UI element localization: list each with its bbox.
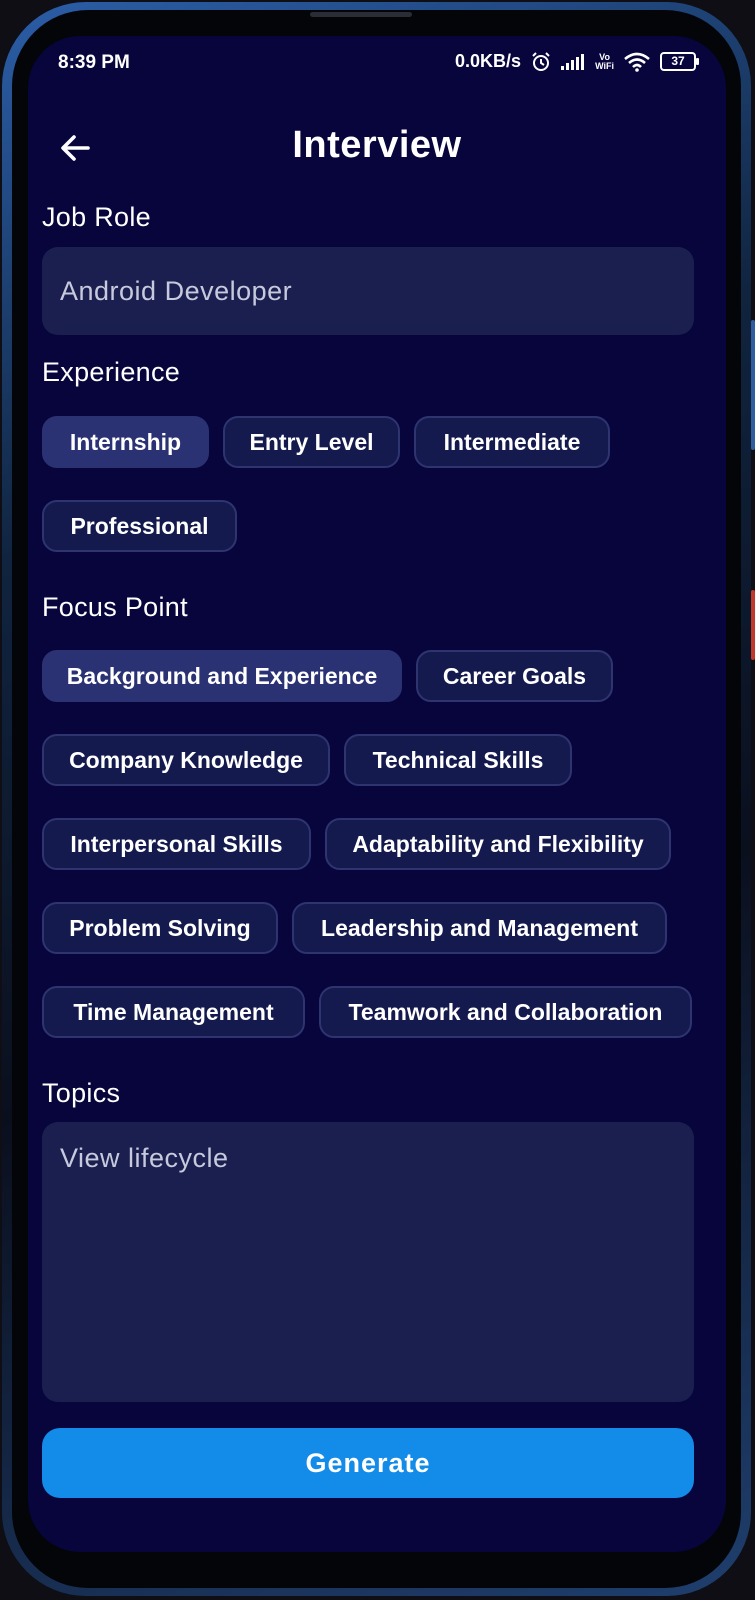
wifi-icon <box>624 52 650 72</box>
battery-icon: 37 <box>660 52 699 71</box>
chip-time-management[interactable]: Time Management <box>42 986 305 1038</box>
chip-intermediate[interactable]: Intermediate <box>414 416 610 468</box>
generate-button[interactable]: Generate <box>42 1428 694 1498</box>
topics-textarea[interactable]: View lifecycle <box>42 1122 694 1402</box>
earpiece-speaker <box>310 12 412 17</box>
chip-teamwork-collaboration[interactable]: Teamwork and Collaboration <box>319 986 692 1038</box>
alarm-icon <box>532 51 550 71</box>
chip-interpersonal-skills[interactable]: Interpersonal Skills <box>42 818 311 870</box>
chip-professional[interactable]: Professional <box>42 500 237 552</box>
vowifi-icon: Vo WiFi <box>595 51 614 71</box>
chip-internship[interactable]: Internship <box>42 416 209 468</box>
page-title: Interview <box>292 124 462 166</box>
signal-icon <box>561 53 585 70</box>
job-role-input[interactable]: Android Developer <box>42 247 694 335</box>
experience-label: Experience <box>42 357 181 387</box>
power-button <box>751 590 755 660</box>
status-time: 8:39 PM <box>58 52 130 73</box>
status-icons: 0.0KB/s Vo WiFi <box>455 51 699 72</box>
focus-point-label: Focus Point <box>42 592 188 622</box>
chip-leadership-management[interactable]: Leadership and Management <box>292 902 667 954</box>
chip-adaptability-flexibility[interactable]: Adaptability and Flexibility <box>325 818 671 870</box>
chip-technical-skills[interactable]: Technical Skills <box>344 734 572 786</box>
app-screen: 8:39 PM 0.0KB/s Vo WiFi <box>28 36 726 1552</box>
chip-entry-level[interactable]: Entry Level <box>223 416 400 468</box>
topics-label: Topics <box>42 1078 121 1108</box>
job-role-label: Job Role <box>42 202 151 232</box>
network-speed: 0.0KB/s <box>455 51 522 71</box>
chip-background-experience[interactable]: Background and Experience <box>42 650 402 702</box>
chip-career-goals[interactable]: Career Goals <box>416 650 613 702</box>
chip-problem-solving[interactable]: Problem Solving <box>42 902 278 954</box>
status-bar: 8:39 PM 0.0KB/s Vo WiFi <box>28 36 726 92</box>
back-arrow-icon[interactable] <box>56 128 96 168</box>
volume-button <box>751 320 755 450</box>
chip-company-knowledge[interactable]: Company Knowledge <box>42 734 330 786</box>
